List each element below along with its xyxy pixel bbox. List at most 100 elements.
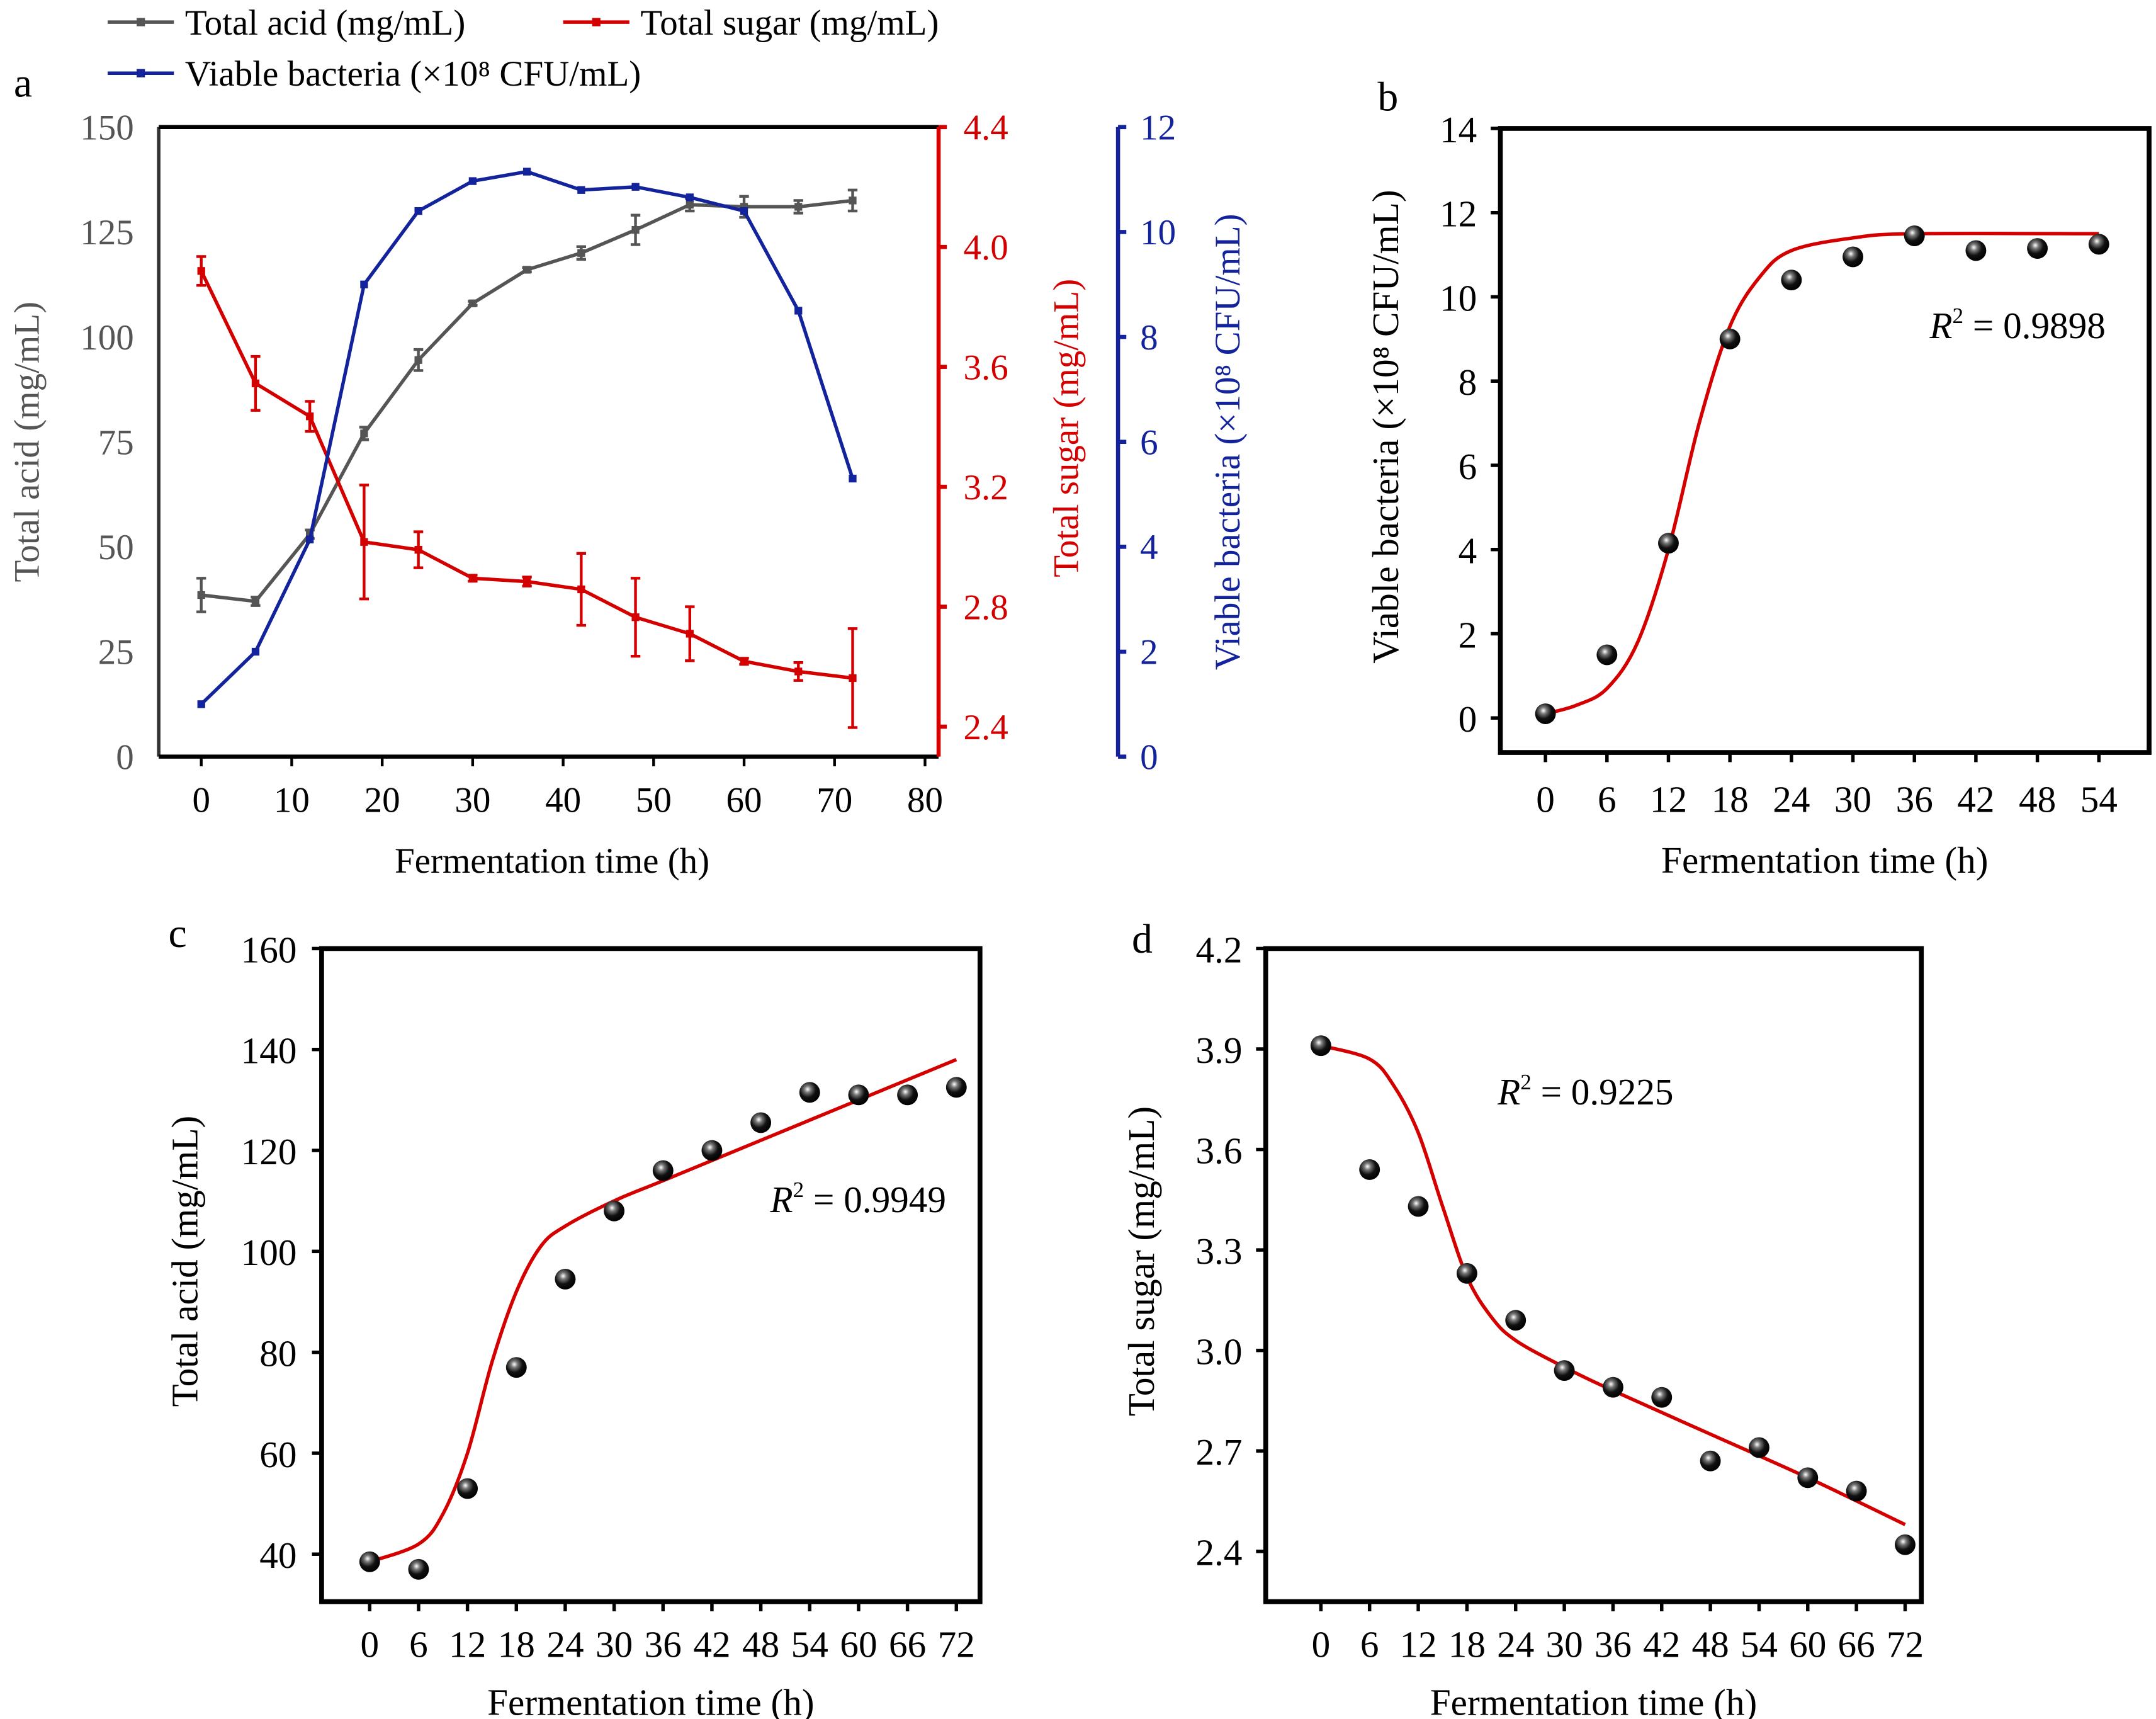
data-point xyxy=(1797,1467,1819,1489)
x-tick-label: 0 xyxy=(192,780,210,820)
data-point xyxy=(1651,1387,1673,1408)
y-tick-label-bacteria: 2 xyxy=(1140,633,1158,672)
x-tick-label: 18 xyxy=(498,1623,535,1665)
x-tick-label: 30 xyxy=(1545,1623,1583,1665)
data-point-bacteria xyxy=(794,307,803,315)
x-tick-label: 18 xyxy=(1448,1623,1486,1665)
data-point-bacteria xyxy=(468,177,477,185)
y-tick-label-bacteria: 6 xyxy=(1140,423,1158,462)
data-point xyxy=(848,1084,869,1106)
data-point xyxy=(2027,238,2048,259)
data-point xyxy=(505,1357,527,1378)
data-point xyxy=(1596,644,1618,666)
data-point xyxy=(1310,1035,1331,1057)
data-point xyxy=(1781,269,1802,291)
data-point xyxy=(1846,1480,1867,1502)
y-tick-label: 120 xyxy=(241,1131,297,1172)
x-tick-label: 12 xyxy=(1399,1623,1436,1665)
y-tick-label-acid: 100 xyxy=(80,318,134,358)
data-point xyxy=(457,1478,478,1499)
data-point-bacteria xyxy=(522,167,531,176)
legend-label-bacteria: Viable bacteria (×10⁸ CFU/mL) xyxy=(185,54,641,94)
data-point xyxy=(945,1077,967,1098)
y-tick-label-bacteria: 12 xyxy=(1140,108,1176,148)
data-point xyxy=(1843,246,1863,268)
y-axis-title: Viable bacteria (×10⁸ CFU/mL) xyxy=(1365,190,1406,663)
y-tick-label: 40 xyxy=(259,1535,296,1576)
x-axis-title: Fermentation time (h) xyxy=(487,1681,814,1719)
legend-marker-sugar xyxy=(592,18,601,26)
x-tick-label: 0 xyxy=(1312,1623,1331,1665)
x-tick-label: 30 xyxy=(595,1623,633,1665)
data-point xyxy=(1904,225,1925,246)
series-line-acid xyxy=(201,198,853,603)
x-tick-label: 54 xyxy=(791,1623,828,1665)
x-tick-label: 50 xyxy=(636,780,672,820)
y-tick-label-sugar: 2.4 xyxy=(964,708,1008,747)
x-tick-label: 48 xyxy=(2019,778,2056,820)
data-point-sugar xyxy=(686,630,694,638)
data-point xyxy=(1748,1437,1769,1458)
y-tick-label: 60 xyxy=(259,1434,296,1475)
data-point xyxy=(1408,1196,1429,1217)
data-point xyxy=(1719,328,1741,349)
y-tick-label: 10 xyxy=(1440,277,1477,319)
y-axis-title-bacteria: Viable bacteria (×10⁸ CFU/mL) xyxy=(1208,213,1248,669)
data-point-sugar xyxy=(414,545,422,554)
x-tick-label: 6 xyxy=(1360,1623,1379,1665)
x-tick-label: 6 xyxy=(1598,778,1617,820)
data-point xyxy=(408,1558,429,1580)
y-tick-label-acid: 0 xyxy=(116,737,134,777)
legend-marker-acid xyxy=(137,18,145,26)
data-point xyxy=(701,1140,723,1161)
y-tick-label: 6 xyxy=(1459,446,1477,487)
data-point-bacteria xyxy=(577,186,585,194)
data-point-sugar xyxy=(522,577,531,586)
y-axis-title: Total sugar (mg/mL) xyxy=(1120,1106,1162,1416)
x-tick-label: 36 xyxy=(1594,1623,1632,1665)
x-tick-label: 80 xyxy=(907,780,943,820)
y-tick-label-acid: 25 xyxy=(98,633,134,672)
y-tick-label-acid: 75 xyxy=(98,423,134,462)
data-point-sugar xyxy=(849,674,857,683)
y-tick-label: 4.2 xyxy=(1195,929,1242,970)
x-tick-label: 60 xyxy=(840,1623,877,1665)
y-tick-label: 80 xyxy=(259,1333,296,1375)
x-tick-label: 10 xyxy=(274,780,310,820)
legend-label-acid: Total acid (mg/mL) xyxy=(185,3,466,43)
y-tick-label: 3.0 xyxy=(1195,1331,1242,1373)
x-tick-label: 60 xyxy=(1789,1623,1826,1665)
y-tick-label-sugar: 3.6 xyxy=(964,348,1008,387)
data-point xyxy=(1359,1159,1380,1180)
data-point xyxy=(359,1551,380,1572)
y-tick-label: 3.3 xyxy=(1195,1230,1242,1272)
r-superscript: 2 xyxy=(793,1177,804,1202)
y-tick-label: 0 xyxy=(1459,698,1477,740)
y-tick-label: 4 xyxy=(1459,530,1477,572)
data-point-sugar xyxy=(577,585,585,594)
data-point xyxy=(1895,1534,1916,1555)
data-point-acid xyxy=(522,266,531,274)
data-point-bacteria xyxy=(197,700,205,708)
x-tick-label: 66 xyxy=(1838,1623,1875,1665)
data-point xyxy=(555,1268,576,1290)
y-tick-label: 100 xyxy=(241,1232,297,1273)
x-axis-title: Fermentation time (h) xyxy=(395,841,709,881)
y-tick-label: 140 xyxy=(241,1030,297,1072)
panel-label-d: d xyxy=(1132,916,1153,962)
data-point-bacteria xyxy=(251,647,260,656)
data-point-acid xyxy=(468,299,477,307)
data-point-sugar xyxy=(468,574,477,582)
x-tick-label: 12 xyxy=(449,1623,486,1665)
data-point xyxy=(652,1160,674,1181)
x-tick-label: 54 xyxy=(2080,778,2118,820)
x-tick-label: 54 xyxy=(1741,1623,1778,1665)
x-tick-label: 30 xyxy=(454,780,490,820)
x-tick-label: 72 xyxy=(1887,1623,1924,1665)
x-tick-label: 72 xyxy=(938,1623,975,1665)
r-symbol: R xyxy=(770,1179,793,1220)
data-point-bacteria xyxy=(686,193,694,201)
data-point xyxy=(1505,1310,1527,1331)
